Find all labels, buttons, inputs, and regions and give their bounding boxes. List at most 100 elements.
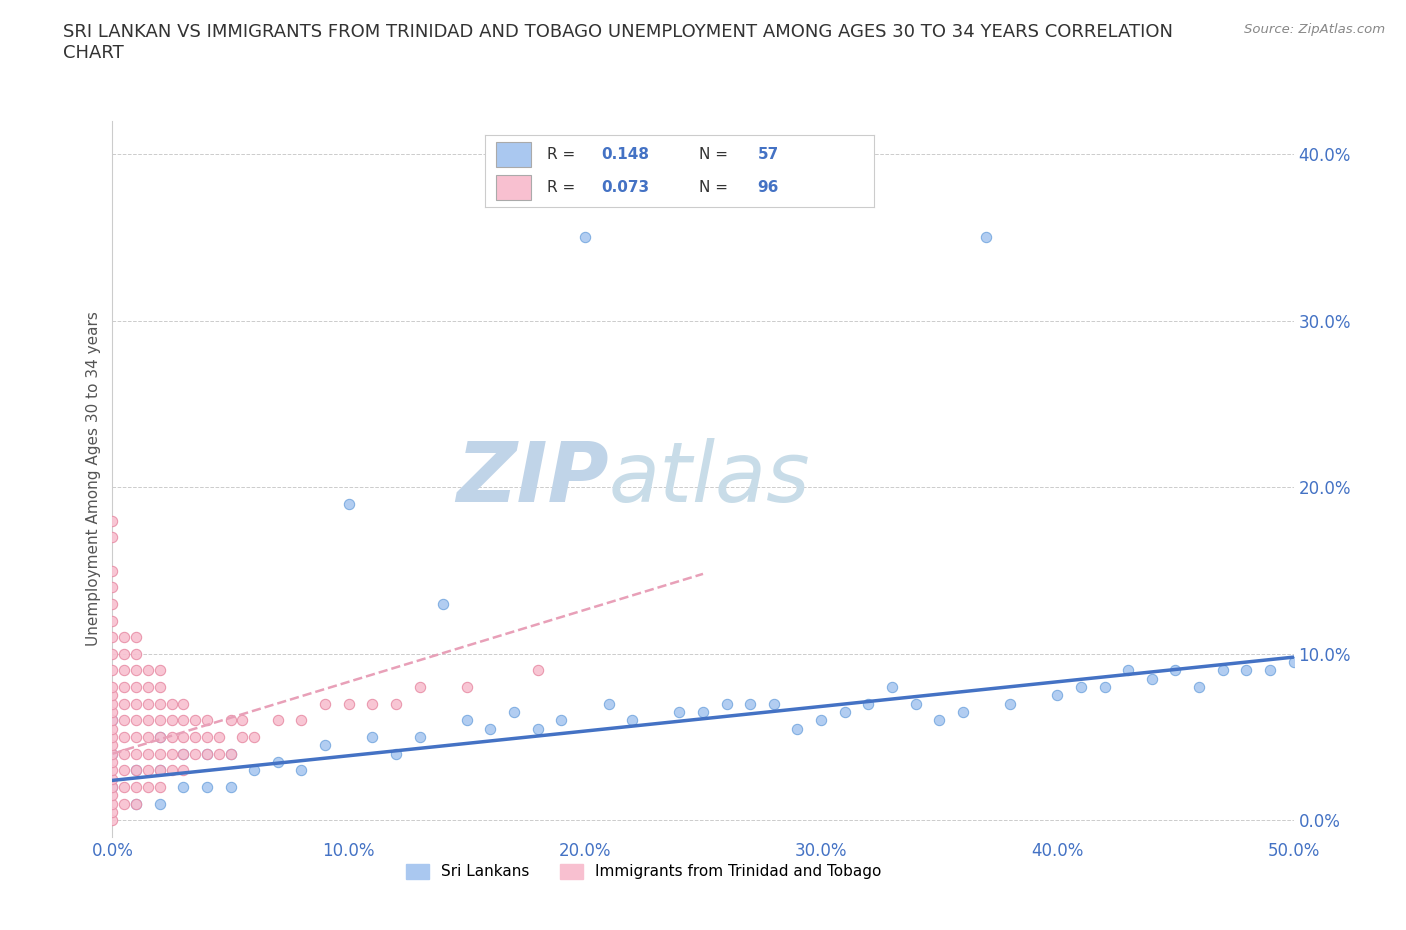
Point (998, 697, 1021, 711)
Point (361, 730, 384, 745)
Point (314, 738, 336, 753)
Point (125, 746, 148, 761)
Point (101, 513, 124, 528)
Point (880, 680, 903, 695)
Point (136, 680, 159, 695)
Point (976, 230, 998, 245)
Point (101, 788, 124, 803)
Point (160, 697, 183, 711)
Point (810, 713, 832, 728)
Point (136, 763, 159, 777)
Point (692, 705, 714, 720)
Point (125, 713, 148, 728)
Point (101, 530, 124, 545)
Point (112, 697, 135, 711)
Point (172, 779, 194, 794)
Point (1164, 663, 1187, 678)
Point (101, 813, 124, 828)
Point (125, 763, 148, 777)
Point (101, 763, 124, 777)
Point (125, 730, 148, 745)
Point (1094, 680, 1116, 695)
Point (101, 713, 124, 728)
Point (172, 730, 194, 745)
Point (432, 596, 454, 611)
Point (172, 697, 194, 711)
Point (858, 697, 880, 711)
Point (101, 613, 124, 628)
Point (136, 663, 159, 678)
Point (243, 763, 266, 777)
Point (231, 730, 253, 745)
Point (952, 705, 974, 720)
Point (290, 713, 312, 728)
Point (1282, 655, 1305, 670)
Point (598, 697, 620, 711)
Point (112, 746, 135, 761)
Point (172, 746, 194, 761)
Point (101, 730, 124, 745)
Point (408, 730, 430, 745)
Point (101, 746, 124, 761)
Point (550, 713, 572, 728)
Point (149, 730, 172, 745)
Point (125, 680, 148, 695)
Point (149, 779, 172, 794)
Point (195, 746, 218, 761)
Point (219, 746, 242, 761)
Point (231, 713, 253, 728)
Point (101, 697, 124, 711)
Point (101, 746, 124, 761)
Point (101, 688, 124, 703)
Point (408, 680, 430, 695)
Text: ZIP: ZIP (456, 438, 609, 520)
Point (479, 722, 502, 737)
Point (101, 646, 124, 661)
Point (136, 746, 159, 761)
Point (456, 680, 478, 695)
Point (361, 697, 384, 711)
Point (219, 746, 242, 761)
Point (621, 713, 644, 728)
Point (112, 713, 135, 728)
Point (101, 771, 124, 786)
Point (101, 713, 124, 728)
Text: Source: ZipAtlas.com: Source: ZipAtlas.com (1244, 23, 1385, 36)
Point (668, 705, 690, 720)
Point (195, 746, 218, 761)
Point (125, 796, 148, 811)
Point (149, 763, 172, 777)
Point (101, 779, 124, 794)
Point (112, 796, 135, 811)
Point (125, 697, 148, 711)
Point (101, 563, 124, 578)
Legend: Sri Lankans, Immigrants from Trinidad and Tobago: Sri Lankans, Immigrants from Trinidad an… (406, 863, 882, 880)
Point (125, 779, 148, 794)
Point (1212, 663, 1234, 678)
Point (195, 730, 218, 745)
Point (112, 730, 135, 745)
Point (101, 663, 124, 678)
Point (160, 713, 183, 728)
Point (456, 713, 478, 728)
Point (314, 697, 336, 711)
Point (112, 779, 135, 794)
Point (125, 630, 148, 644)
Point (267, 754, 290, 769)
Point (1188, 680, 1211, 695)
Point (149, 730, 172, 745)
Point (160, 730, 183, 745)
Point (1234, 663, 1257, 678)
Point (195, 779, 218, 794)
Point (184, 713, 207, 728)
Point (136, 713, 159, 728)
Point (762, 697, 785, 711)
Point (149, 796, 172, 811)
Point (101, 680, 124, 695)
Point (101, 796, 124, 811)
Point (574, 230, 596, 245)
Point (337, 697, 360, 711)
Point (101, 804, 124, 819)
Point (101, 596, 124, 611)
Point (290, 763, 312, 777)
